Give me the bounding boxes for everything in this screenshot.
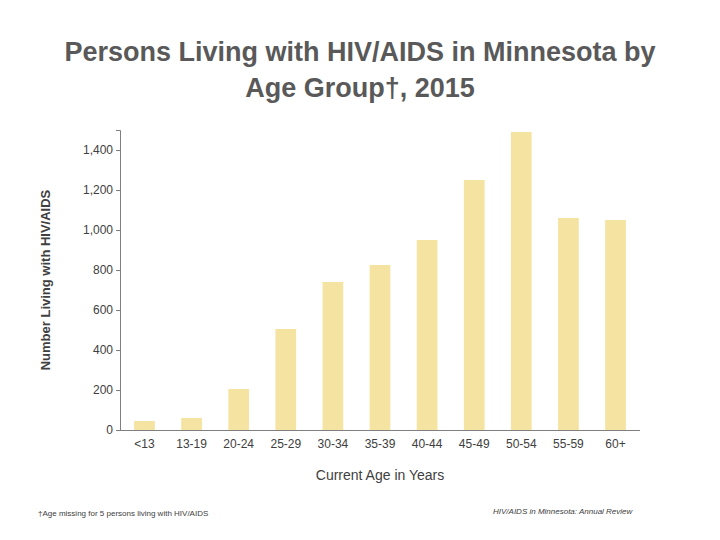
x-tick-label: 45-49 bbox=[459, 437, 490, 451]
x-tick-label: <13 bbox=[134, 437, 155, 451]
x-tick-label: 35-39 bbox=[365, 437, 396, 451]
x-tick: <13 bbox=[134, 437, 155, 451]
x-tick-label: 55-59 bbox=[553, 437, 584, 451]
y-tick-mark bbox=[116, 430, 120, 431]
x-tick-label: 20-24 bbox=[223, 437, 254, 451]
bars bbox=[134, 132, 626, 430]
x-tick-label: 50-54 bbox=[506, 437, 537, 451]
y-tick-label: 1,000 bbox=[83, 223, 113, 237]
bar bbox=[134, 421, 155, 430]
y-tick: 1,400 bbox=[83, 143, 120, 157]
chart-title: Persons Living with HIV/AIDS in Minnesot… bbox=[60, 34, 660, 106]
y-axis: 0 200 400 600 800 1,000 1,200 1,400 bbox=[83, 131, 121, 438]
x-tick-label: 25-29 bbox=[270, 437, 301, 451]
y-tick: 400 bbox=[93, 343, 120, 357]
y-tick-label: 1,200 bbox=[83, 183, 113, 197]
bar bbox=[181, 418, 202, 430]
y-tick: 800 bbox=[93, 263, 120, 277]
x-tick: 20-24 bbox=[223, 437, 254, 451]
y-axis-line bbox=[116, 131, 121, 431]
bar bbox=[370, 265, 391, 430]
y-tick-label: 400 bbox=[93, 343, 113, 357]
y-tick-mark bbox=[116, 150, 120, 151]
x-tick-label: 40-44 bbox=[412, 437, 443, 451]
y-tick: 0 bbox=[106, 423, 120, 437]
bar bbox=[511, 132, 532, 430]
y-tick-label: 0 bbox=[106, 423, 113, 437]
bar bbox=[275, 329, 296, 430]
x-axis: <13 13-19 20-24 25-29 30-34 35-39 40-44 45-49 50… bbox=[120, 431, 640, 451]
source: HIV/AIDS in Minnesota: Annual Review bbox=[493, 507, 634, 516]
chart-svg: 0 200 400 600 800 1,000 1,200 1,400 <13 13-19 20-2… bbox=[0, 0, 720, 540]
bar bbox=[417, 240, 438, 430]
y-tick-mark bbox=[116, 190, 120, 191]
y-tick: 200 bbox=[93, 383, 120, 397]
y-axis-title: Number Living with HIV/AIDS bbox=[38, 189, 53, 370]
x-tick-label: 30-34 bbox=[318, 437, 349, 451]
x-tick: 40-44 bbox=[412, 437, 443, 451]
x-tick: 30-34 bbox=[318, 437, 349, 451]
footnote: †Age missing for 5 persons living with H… bbox=[38, 509, 208, 518]
x-tick-label: 60+ bbox=[605, 437, 625, 451]
y-tick-mark bbox=[116, 230, 120, 231]
bar bbox=[558, 218, 579, 430]
y-tick-mark bbox=[116, 390, 120, 391]
x-axis-title: Current Age in Years bbox=[316, 467, 444, 483]
y-tick-mark bbox=[116, 310, 120, 311]
x-tick-label: 13-19 bbox=[176, 437, 207, 451]
y-tick-mark bbox=[116, 350, 120, 351]
y-tick: 1,200 bbox=[83, 183, 120, 197]
x-tick: 50-54 bbox=[506, 437, 537, 451]
y-tick-label: 200 bbox=[93, 383, 113, 397]
x-tick: 60+ bbox=[605, 437, 625, 451]
bar bbox=[228, 389, 249, 430]
y-tick-label: 600 bbox=[93, 303, 113, 317]
x-axis-line bbox=[120, 430, 640, 431]
y-tick-label: 800 bbox=[93, 263, 113, 277]
y-tick: 1,000 bbox=[83, 223, 120, 237]
bar bbox=[605, 220, 626, 430]
y-tick-label: 1,400 bbox=[83, 143, 113, 157]
bar bbox=[464, 180, 485, 430]
x-tick: 55-59 bbox=[553, 437, 584, 451]
x-tick: 13-19 bbox=[176, 437, 207, 451]
x-tick: 25-29 bbox=[270, 437, 301, 451]
y-tick: 600 bbox=[93, 303, 120, 317]
bar bbox=[323, 282, 344, 430]
x-tick: 45-49 bbox=[459, 437, 490, 451]
y-tick-mark bbox=[116, 270, 120, 271]
x-tick: 35-39 bbox=[365, 437, 396, 451]
